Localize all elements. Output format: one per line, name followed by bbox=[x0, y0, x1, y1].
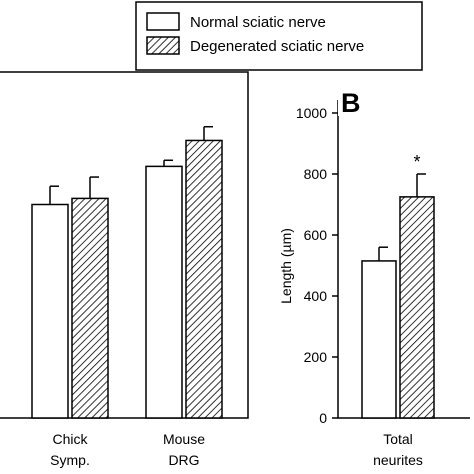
legend-box bbox=[135, 1, 423, 71]
panel-b-label-box bbox=[338, 80, 380, 116]
xtick-label-total-line1: Total bbox=[383, 431, 413, 447]
bar-degenerated-0 bbox=[399, 196, 435, 419]
panel-b-bars bbox=[361, 173, 435, 419]
panel-a-xticks: Chick Symp. Mouse DRG bbox=[50, 431, 205, 468]
panel-a-bars bbox=[31, 125, 223, 419]
bar-normal-0 bbox=[31, 203, 69, 419]
panel-a-frame bbox=[0, 71, 249, 419]
bar-normal-0 bbox=[361, 260, 397, 419]
bar-degenerated-0 bbox=[71, 197, 109, 419]
legend-swatch-normal bbox=[146, 12, 180, 31]
y-tick-label: 200 bbox=[304, 349, 328, 365]
panel-b: B 0 200 400 600 800 1000 Length (µm) Total ne… bbox=[278, 80, 470, 468]
xtick-label-chick-line2: Symp. bbox=[50, 452, 90, 468]
y-tick-label: 1000 bbox=[296, 105, 327, 121]
y-tick-label: 0 bbox=[319, 410, 327, 426]
y-tick-label: 800 bbox=[304, 166, 328, 182]
xtick-label-mouse-line1: Mouse bbox=[163, 431, 205, 447]
bar-degenerated-1 bbox=[185, 139, 223, 419]
xtick-label-chick-line1: Chick bbox=[52, 431, 88, 447]
xtick-label-mouse-line2: DRG bbox=[168, 452, 199, 468]
legend-swatch-degenerated bbox=[146, 36, 180, 55]
y-tick-label: 400 bbox=[304, 288, 328, 304]
y-axis-label: Length (µm) bbox=[278, 228, 294, 304]
significance-star: * bbox=[413, 152, 420, 172]
legend-label-degenerated: Degenerated sciatic nerve bbox=[190, 38, 364, 55]
bar-normal-1 bbox=[145, 165, 183, 419]
xtick-label-total-line2: neurites bbox=[373, 452, 423, 468]
y-tick-label: 600 bbox=[304, 227, 328, 243]
legend: Normal sciatic nerve Degenerated sciatic… bbox=[135, 1, 423, 71]
panel-b-label: B bbox=[341, 88, 361, 118]
panel-a: Chick Symp. Mouse DRG bbox=[0, 71, 249, 468]
legend-label-normal: Normal sciatic nerve bbox=[190, 14, 326, 31]
panel-b-yticks: 0 200 400 600 800 1000 bbox=[296, 105, 338, 426]
